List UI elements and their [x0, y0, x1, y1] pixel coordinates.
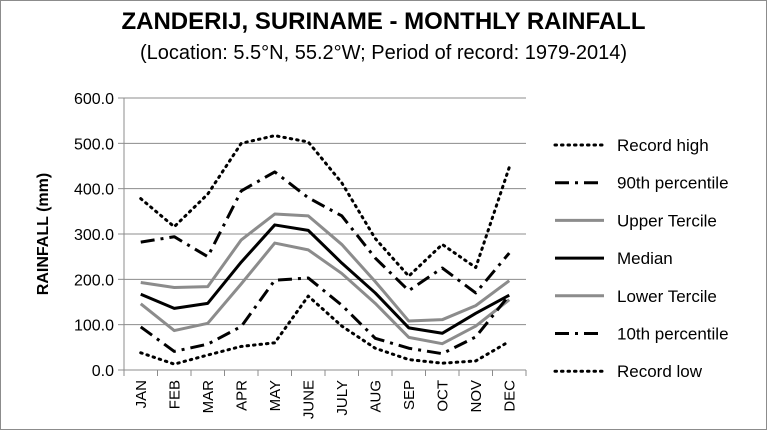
series-lines [139, 134, 511, 366]
legend-label-record-high: Record high [617, 136, 709, 155]
grid-lines [118, 97, 527, 376]
x-tick-label: JUNE [300, 380, 317, 419]
series-line-median [140, 223, 510, 335]
series-line-upper-tercile [140, 212, 511, 323]
x-tick-label: AUG [367, 380, 384, 413]
y-tick-label: 0.0 [92, 363, 114, 380]
x-tick-label: FEB [166, 380, 183, 409]
legend-label-median: Median [617, 249, 673, 268]
y-tick-label: 600.0 [74, 91, 114, 108]
chart-subtitle: (Location: 5.5°N, 55.2°W; Period of reco… [139, 42, 627, 64]
y-tick-label: 500.0 [74, 136, 114, 153]
legend-label-record-low: Record low [617, 362, 703, 381]
y-tick-label: 200.0 [74, 272, 114, 289]
x-tick-label: SEP [401, 380, 418, 410]
legend-label-90th-percentile: 90th percentile [617, 174, 729, 193]
legend-label-lower-tercile: Lower Tercile [617, 287, 717, 306]
legend: Record high 90th percentile Upper Tercile M… [553, 136, 729, 381]
series-line-lower-tercile [139, 241, 511, 346]
x-tick-label: MAR [200, 380, 217, 414]
series-line-90th-percentile [140, 170, 511, 295]
legend-label-upper-tercile: Upper Tercile [617, 211, 717, 230]
x-tick-label: MAY [267, 380, 284, 411]
series-line-record-high [139, 134, 511, 278]
x-tick-labels: JAN FEB MAR APR MAY JUNE JULY AUG SEP OCT NOV DEC [133, 380, 519, 419]
x-tick-label: JULY [334, 380, 351, 416]
y-tick-label: 100.0 [74, 318, 114, 335]
x-tick-label: JAN [133, 380, 150, 408]
y-axis-label: RAINFALL (mm) [35, 173, 52, 295]
chart-title: ZANDERIJ, SURINAME - MONTHLY RAINFALL [121, 8, 646, 35]
legend-label-10th-percentile: 10th percentile [617, 325, 729, 344]
y-tick-label: 400.0 [74, 182, 114, 199]
x-tick-label: DEC [501, 380, 518, 412]
x-tick-label: NOV [468, 380, 485, 413]
y-tick-labels: 0.0 100.0 200.0 300.0 400.0 500.0 600.0 [74, 91, 114, 380]
x-tick-label: OCT [434, 380, 451, 412]
series-line-record-low [139, 294, 511, 366]
x-tick-label: APR [233, 380, 250, 411]
series-line-10th-percentile [139, 276, 511, 356]
y-tick-label: 300.0 [74, 227, 114, 244]
